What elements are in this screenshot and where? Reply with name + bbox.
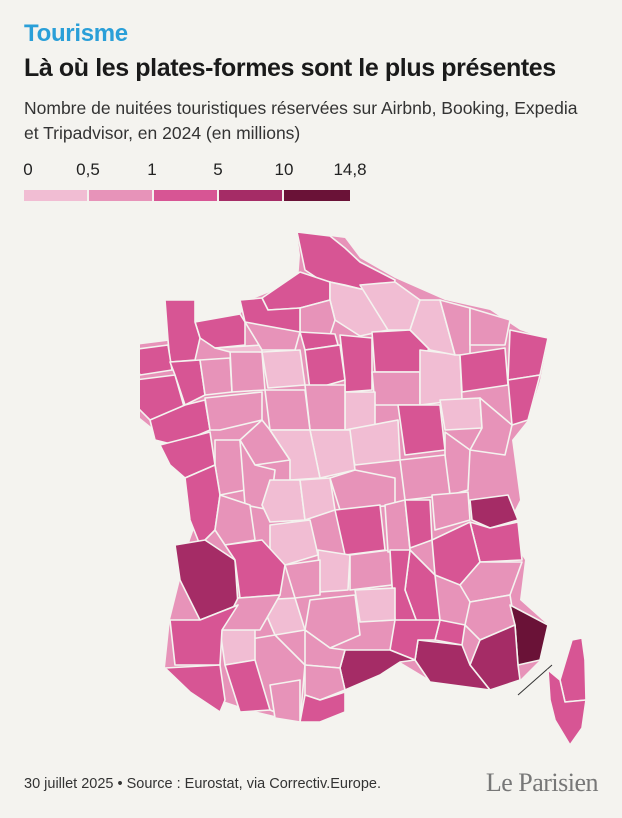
dept-allier — [329, 469, 396, 511]
subtitle: Nombre de nuitées touristiques réservées… — [24, 98, 578, 143]
dept-mayenne — [199, 357, 233, 396]
legend-label-3: 5 — [213, 160, 223, 179]
dept-saone-loire — [399, 454, 451, 501]
dept-gers — [219, 627, 256, 666]
france-map — [140, 225, 600, 755]
corsica-separator — [517, 664, 553, 696]
legend-swatch-1 — [24, 190, 87, 201]
dept-cotes-armor — [140, 344, 173, 376]
legend-label-2: 1 — [147, 160, 157, 179]
legend-label-4: 10 — [274, 160, 294, 179]
legend-swatch-5 — [284, 190, 350, 201]
dept-sarthe — [229, 349, 266, 393]
dept-seine-marne — [339, 334, 373, 393]
dept-alpes-maritimes — [509, 604, 549, 666]
dept-aude — [304, 664, 346, 701]
dept-haut-rhin — [507, 374, 541, 426]
legend-swatch-4 — [219, 190, 282, 201]
dept-yonne — [344, 391, 376, 431]
dept-deux-sevres — [214, 439, 246, 496]
dept-haute-savoie — [469, 494, 519, 529]
dept-indre-loire — [239, 419, 291, 466]
dept-ariege — [269, 679, 301, 723]
dept-cote-or — [397, 404, 446, 456]
source-note: 30 juillet 2025 • Source : Eurostat, via… — [24, 776, 382, 792]
legend-swatch-2 — [89, 190, 152, 201]
dept-haute-loire — [349, 549, 393, 591]
dept-eure-loir — [261, 349, 306, 389]
dept-doubs — [469, 397, 513, 456]
kicker: Tourisme — [24, 20, 128, 47]
dept-rhone — [404, 499, 433, 549]
dept-haute-marne — [419, 349, 463, 406]
page-title: Là où les plates-formes sont le plus pré… — [24, 54, 556, 82]
dept-pyrenees-atlantiques — [164, 664, 226, 713]
dept-loir-cher — [264, 389, 311, 431]
dept-landes — [169, 604, 239, 666]
legend: 0 0,5 1 5 10 14,8 — [23, 160, 367, 204]
dept-aveyron — [304, 594, 361, 649]
dept-hautes-pyrenees — [224, 659, 271, 713]
dept-lozere — [354, 587, 396, 623]
dept-ain — [431, 491, 471, 531]
legend-label-1: 0,5 — [76, 160, 100, 179]
dept-manche — [164, 299, 201, 363]
dept-moselle — [469, 307, 511, 346]
dept-cantal — [317, 549, 351, 593]
france-map-svg — [140, 231, 587, 746]
dept-herault — [339, 649, 416, 691]
legend-label-0: 0 — [23, 160, 33, 179]
dept-vosges — [459, 347, 509, 393]
dept-maine-loire — [204, 391, 263, 431]
le-parisien-logo: Le Parisien — [485, 768, 599, 798]
dept-aube — [371, 371, 421, 406]
dept-ille-vilaine — [169, 359, 206, 406]
dept-corse-du-sud — [547, 669, 587, 746]
dept-lot — [284, 559, 321, 599]
dept-hautes-alpes — [459, 561, 523, 603]
legend-swatch-3 — [154, 190, 217, 201]
dept-loiret — [304, 384, 346, 431]
legend-label-5: 14,8 — [333, 160, 367, 179]
logo-text: Le Parisien — [485, 768, 599, 797]
dept-bas-rhin — [507, 329, 549, 381]
dept-tarn — [304, 629, 346, 669]
dept-haute-vienne — [261, 479, 306, 523]
dept-haute-saone — [439, 397, 483, 431]
dept-haute-corse — [559, 637, 587, 703]
